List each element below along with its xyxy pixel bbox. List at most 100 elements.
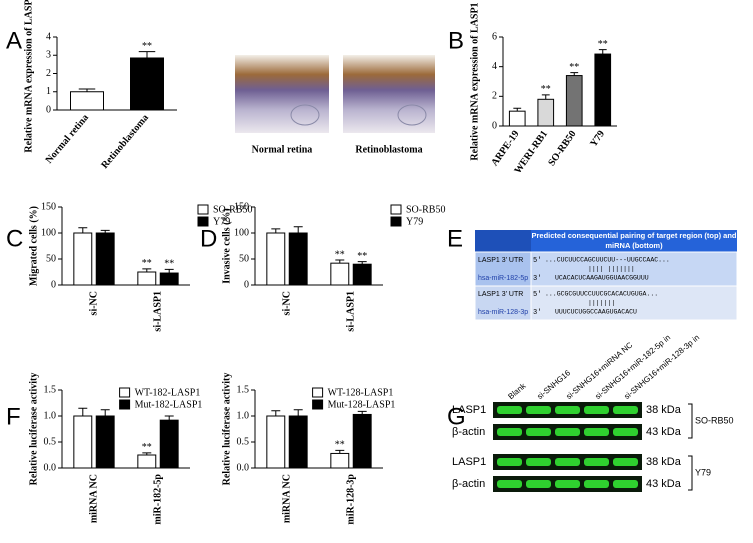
- error-bar: [293, 226, 303, 233]
- mirna-name: hsa-miR-128-3p: [478, 309, 528, 316]
- significance-label: **: [335, 249, 345, 260]
- mirna-end: 3': [533, 275, 541, 283]
- y-tick-label: 0.5: [44, 436, 57, 447]
- table-cell: [474, 285, 532, 321]
- panel-label: D: [200, 225, 217, 252]
- blot-band: [584, 428, 609, 436]
- x-tick-label: miR-128-3p: [345, 474, 356, 525]
- group-bracket: [688, 403, 693, 439]
- tissue-detail: [290, 104, 320, 126]
- size-label: 38 kDa: [646, 456, 682, 468]
- error-bar: [142, 452, 152, 455]
- error-bar: [271, 410, 281, 416]
- blot-band: [584, 458, 609, 466]
- blot-band: [584, 406, 609, 414]
- blot-band: [497, 480, 522, 488]
- error-bar: [164, 268, 174, 274]
- target-end: 5': [533, 257, 541, 265]
- error-bar: [142, 268, 152, 272]
- size-label: 43 kDa: [646, 426, 682, 438]
- target-name: LASP1 3' UTR: [478, 291, 523, 298]
- pairing-match: |||| |||||||: [588, 266, 635, 273]
- table-header-left: [475, 230, 531, 252]
- image-caption: Retinoblastoma: [355, 144, 422, 155]
- bar: [266, 232, 286, 286]
- histology-image: [343, 55, 435, 133]
- mirna-end: 3': [533, 309, 541, 317]
- error-bar: [78, 407, 88, 416]
- significance-label: **: [598, 39, 608, 50]
- tissue-detail: [397, 104, 427, 126]
- bar: [330, 452, 350, 469]
- bar: [137, 271, 157, 286]
- mirna-sequence: UUUCUCUGGCCAAGUGACACU: [555, 309, 637, 316]
- protein-label: β-actin: [452, 426, 485, 438]
- blot-band: [555, 480, 580, 488]
- image-caption: Normal retina: [252, 144, 313, 155]
- y-tick-label: 100: [234, 227, 249, 238]
- y-axis-label: Relative mRNA expression of LASP1: [469, 2, 480, 160]
- bar: [266, 415, 286, 469]
- blot-band: [526, 480, 551, 488]
- significance-label: **: [142, 258, 152, 269]
- error-bar: [541, 94, 550, 100]
- error-bar: [335, 449, 345, 454]
- blot-band: [584, 480, 609, 488]
- bar: [73, 415, 93, 469]
- significance-label: **: [142, 41, 152, 52]
- y-tick-label: 50: [46, 253, 56, 264]
- bar: [70, 91, 104, 111]
- legend-swatch: [119, 399, 131, 410]
- y-axis-label: Relative mRNA expression of LASP1: [23, 0, 34, 153]
- y-tick-label: 1: [46, 86, 51, 97]
- y-tick-label: 2: [46, 68, 51, 79]
- lane-label: Blank: [506, 381, 528, 401]
- protein-label: LASP1: [452, 456, 486, 468]
- y-axis-label: Relative luciferase activity: [28, 373, 39, 486]
- panel-label: F: [6, 403, 21, 430]
- target-name: LASP1 3' UTR: [478, 257, 523, 264]
- legend-swatch: [312, 399, 324, 410]
- x-tick-label: si-NC: [88, 291, 99, 315]
- bar: [330, 262, 350, 286]
- bar: [73, 232, 93, 286]
- group-label: SO-RB50: [695, 415, 734, 425]
- legend-label: Mut-128-LASP1: [328, 399, 396, 410]
- error-bar: [100, 409, 110, 416]
- bar: [594, 53, 612, 127]
- legend-label: SO-RB50: [406, 204, 445, 215]
- x-tick-label: miR-182-5p: [152, 474, 163, 525]
- error-bar: [138, 51, 156, 58]
- error-bar: [100, 229, 110, 233]
- y-axis-label: Migrated cells (%): [28, 206, 39, 286]
- bar: [508, 110, 526, 127]
- y-tick-label: 2: [492, 91, 497, 102]
- pairing-match: |||||||: [588, 300, 615, 307]
- y-tick-label: 4: [492, 61, 497, 72]
- blot-band: [526, 428, 551, 436]
- panel-label: B: [448, 27, 464, 54]
- bar: [137, 454, 157, 469]
- bar: [537, 98, 555, 127]
- group-label: Y79: [695, 467, 711, 477]
- panel-label: C: [6, 225, 23, 252]
- error-bar: [513, 107, 522, 112]
- x-tick-label: si-LASP1: [152, 291, 163, 332]
- legend-label: SO-RB50: [213, 204, 252, 215]
- target-sequence: ...GCGCGUUCCUUCGCACACUGUGA...: [545, 291, 658, 298]
- protein-label: β-actin: [452, 478, 485, 490]
- blot-band: [497, 458, 522, 466]
- error-bar: [357, 410, 367, 415]
- y-tick-label: 4: [46, 31, 51, 42]
- legend-swatch: [390, 216, 402, 227]
- bar: [352, 413, 372, 469]
- y-tick-label: 0: [492, 120, 497, 131]
- significance-label: **: [142, 442, 152, 453]
- legend-swatch: [390, 204, 402, 215]
- legend-label: WT-128-LASP1: [328, 387, 394, 398]
- y-tick-label: 0: [46, 104, 51, 115]
- y-tick-label: 50: [239, 253, 249, 264]
- size-label: 38 kDa: [646, 404, 682, 416]
